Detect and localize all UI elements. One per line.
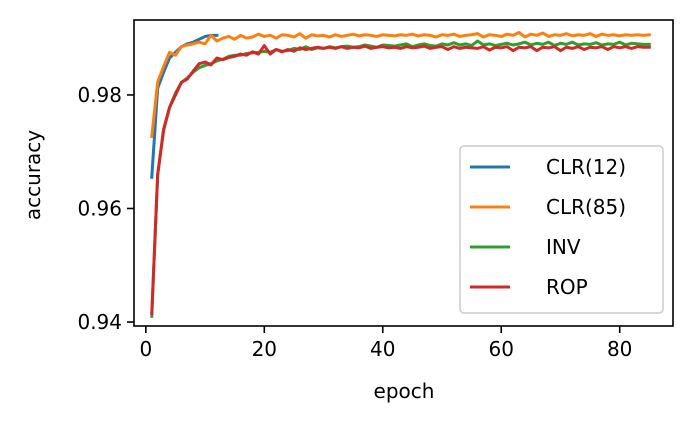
x-axis-label: epoch bbox=[374, 379, 435, 403]
series-layer bbox=[150, 30, 651, 318]
x-tick-label-2: 40 bbox=[370, 337, 395, 361]
x-axis: 0 20 40 60 80 bbox=[139, 326, 632, 361]
x-tick-label-0: 0 bbox=[139, 337, 152, 361]
series-line-3 bbox=[150, 44, 651, 316]
legend-label-3: ROP bbox=[546, 275, 588, 299]
y-tick-label-0: 0.94 bbox=[77, 310, 122, 334]
legend-box bbox=[459, 145, 664, 314]
legend-label-2: INV bbox=[546, 235, 581, 259]
x-tick-label-4: 80 bbox=[607, 337, 632, 361]
x-tick-label-3: 60 bbox=[489, 337, 514, 361]
y-tick-label-1: 0.96 bbox=[77, 196, 122, 220]
y-axis-label: accuracy bbox=[21, 130, 45, 220]
x-tick-label-1: 20 bbox=[252, 337, 277, 361]
y-axis: 0.94 0.96 0.98 bbox=[77, 83, 134, 334]
legend-label-0: CLR(12) bbox=[546, 155, 626, 179]
legend: CLR(12) CLR(85) INV ROP bbox=[459, 145, 664, 314]
legend-label-1: CLR(85) bbox=[546, 195, 626, 219]
plot-frame bbox=[133, 19, 674, 327]
y-tick-label-2: 0.98 bbox=[77, 83, 122, 107]
series-line-1 bbox=[150, 30, 651, 139]
